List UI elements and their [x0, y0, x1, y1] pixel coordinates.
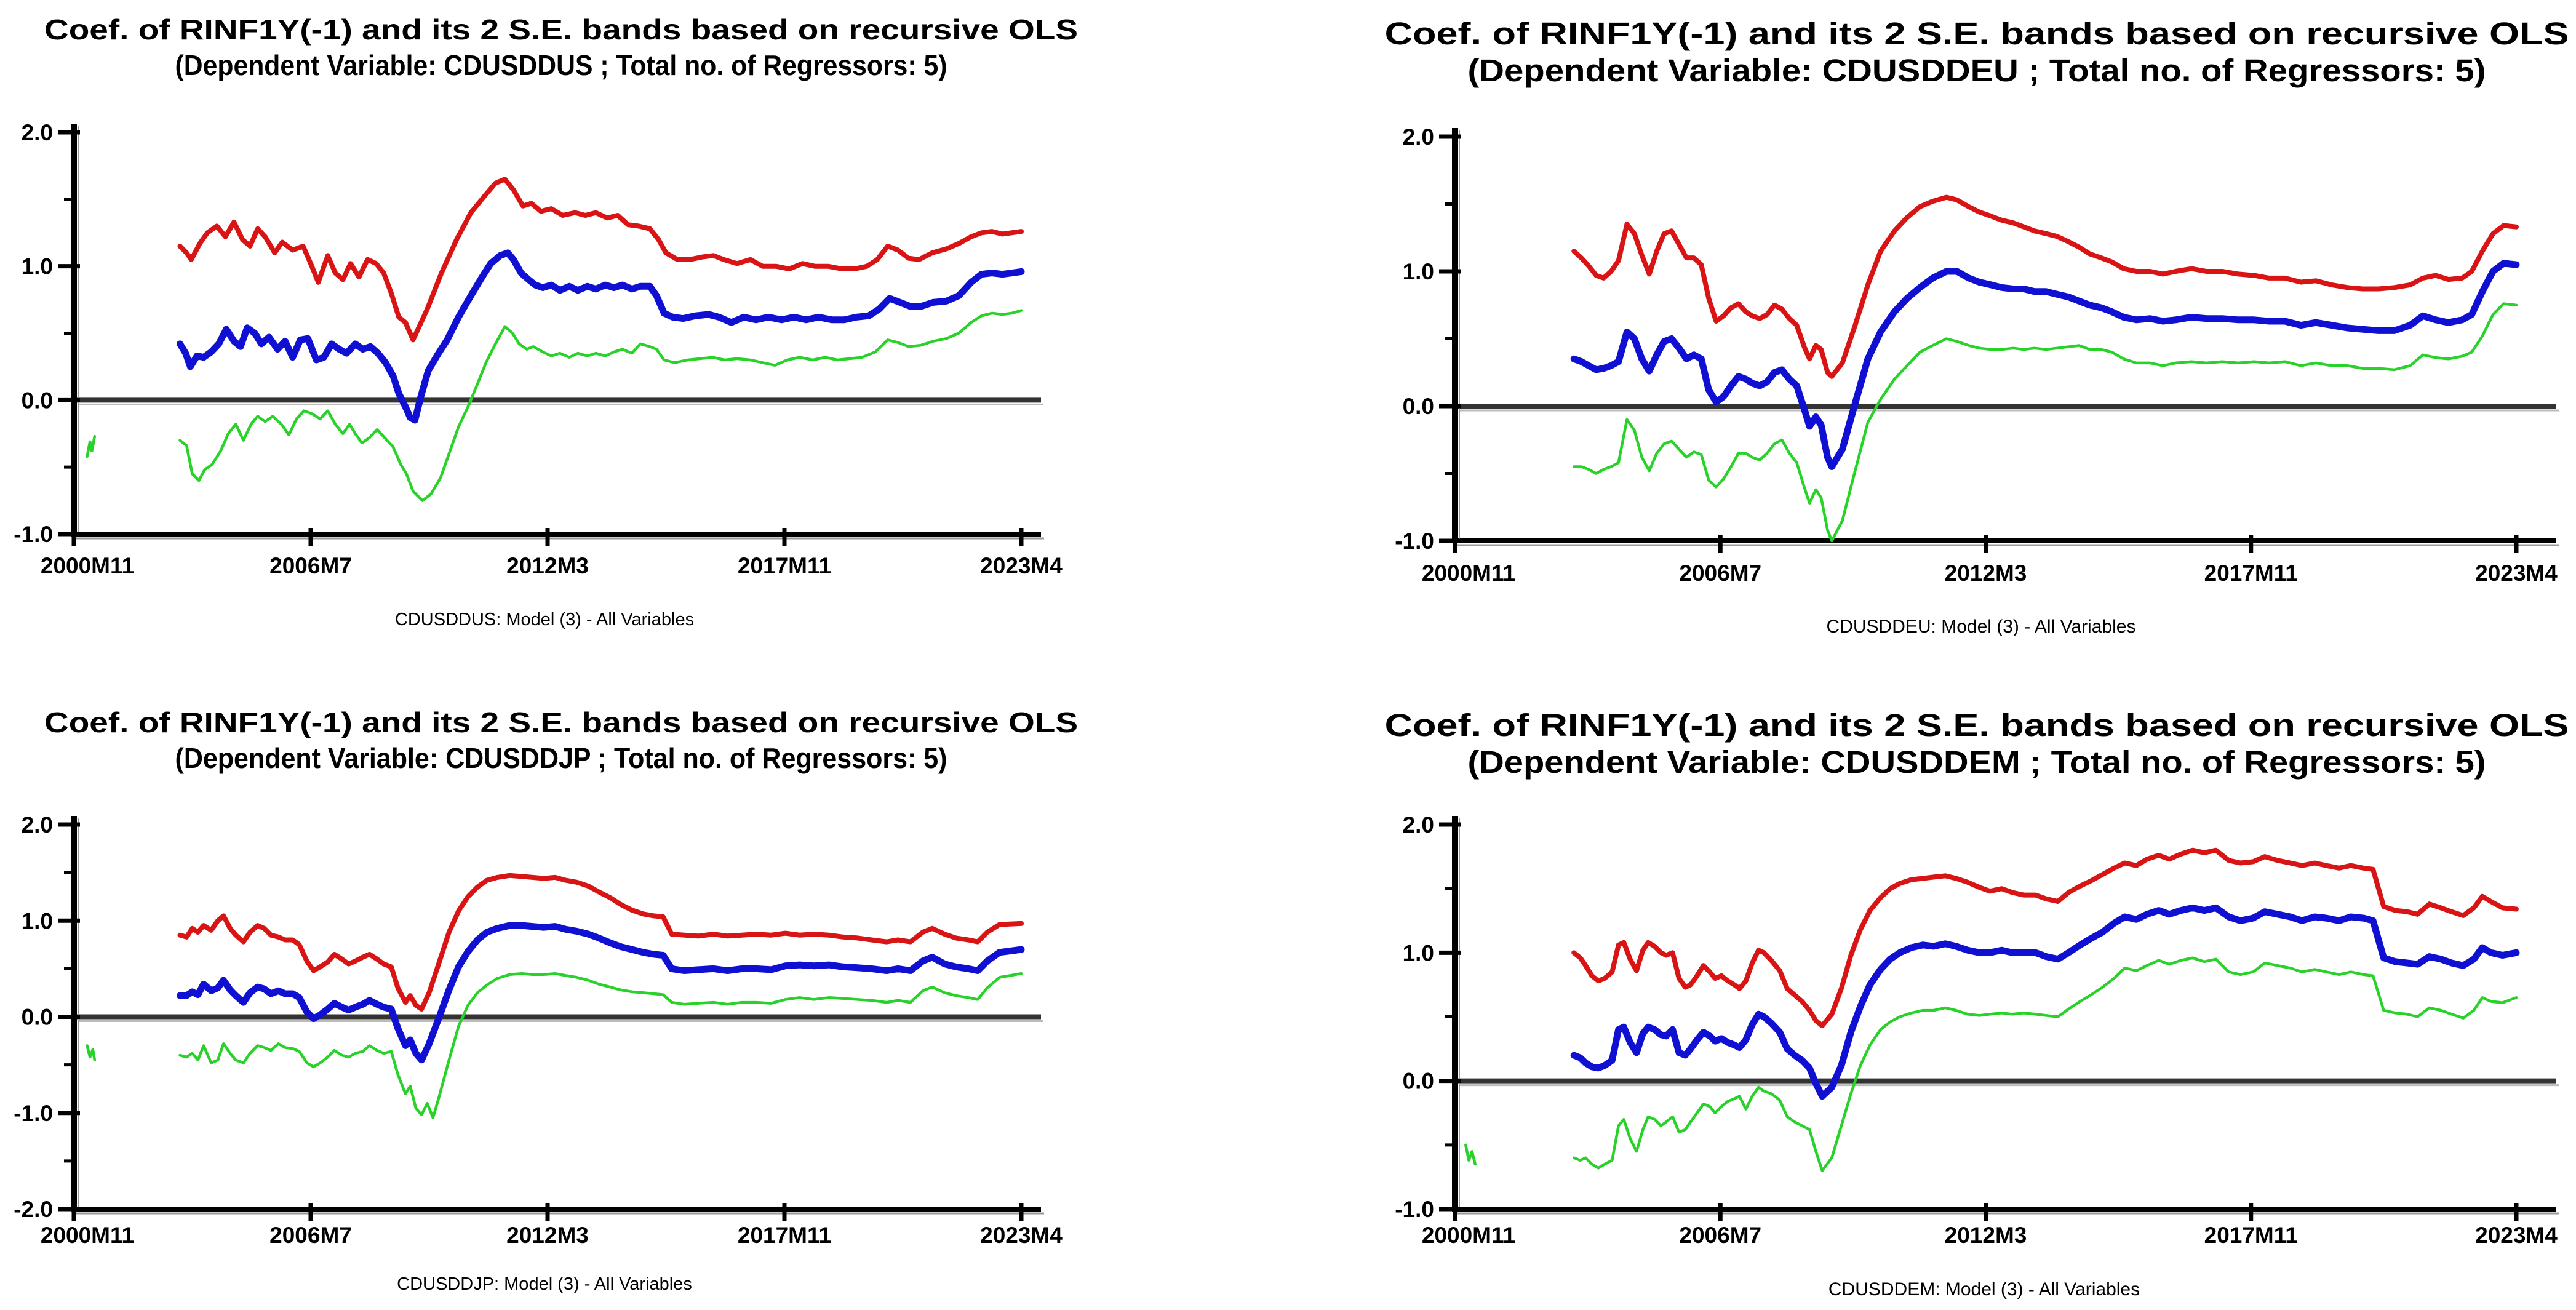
upper_2se_band-line: [1571, 847, 2519, 1029]
y-tick-label: 1.0: [1403, 940, 1434, 965]
x-tick-label: 2023M4: [2475, 1223, 2558, 1248]
y-tick-label: 2.0: [1403, 124, 1434, 150]
chart-title-line2: (Dependent Variable: CDUSDDJP ; Total no…: [175, 742, 947, 774]
y-tick-label: -1.0: [1395, 529, 1434, 554]
lower_2se_band-early-segment-line: [86, 434, 97, 458]
y-tick-label: -1.0: [14, 1101, 53, 1126]
x-tick-label: 2006M7: [269, 553, 352, 578]
lower_2se_band-line: [1572, 302, 2518, 543]
x-tick-label: 2017M11: [738, 1223, 831, 1248]
chart-caption: CDUSDDEM: Model (3) - All Variables: [1828, 1279, 2140, 1300]
chart-caption: CDUSDDJP: Model (3) - All Variables: [397, 1274, 692, 1294]
x-tick-label: 2012M3: [1945, 1223, 2027, 1248]
coefficient-line: [1570, 904, 2520, 1100]
chart-title-line1: Coef. of RINF1Y(-1) and its 2 S.E. bands…: [1385, 16, 2569, 51]
x-tick-label: 2012M3: [506, 1223, 589, 1248]
x-tick-label: 2023M4: [980, 553, 1063, 578]
y-tick-label: 1.0: [1403, 259, 1434, 284]
chart-title-line1: Coef. of RINF1Y(-1) and its 2 S.E. bands…: [44, 14, 1078, 46]
y-tick-label: -1.0: [1395, 1197, 1434, 1222]
x-tick-label: 2023M4: [980, 1223, 1063, 1248]
lower_2se_band-early-segment-line: [1464, 1143, 1477, 1166]
x-tick-label: 2000M11: [1422, 561, 1515, 586]
x-tick-label: 2012M3: [506, 553, 589, 578]
x-tick-label: 2023M4: [2475, 561, 2558, 586]
chart-panel-bottom-left: Coef. of RINF1Y(-1) and its 2 S.E. bands…: [14, 706, 1078, 1294]
chart-panel-top-right: Coef. of RINF1Y(-1) and its 2 S.E. bands…: [1385, 16, 2569, 637]
upper_2se_band-line: [1571, 194, 2519, 379]
upper_2se_band-line: [177, 873, 1024, 1012]
upper_2se_band-line: [177, 177, 1024, 343]
lower_2se_band-line: [178, 972, 1023, 1119]
chart-panel-bottom-right: Coef. of RINF1Y(-1) and its 2 S.E. bands…: [1385, 708, 2569, 1300]
y-tick-label: 0.0: [22, 1005, 53, 1030]
x-tick-label: 2000M11: [1422, 1223, 1515, 1248]
x-tick-label: 2017M11: [738, 553, 831, 578]
y-tick-label: 2.0: [1403, 812, 1434, 837]
coefficient-line: [177, 922, 1025, 1064]
chart-title-line2: (Dependent Variable: CDUSDDEU ; Total no…: [1468, 53, 2486, 88]
y-tick-label: -2.0: [14, 1197, 53, 1222]
lower_2se_band-early-segment-line: [86, 1044, 97, 1062]
x-tick-label: 2006M7: [269, 1223, 352, 1248]
y-tick-label: 0.0: [1403, 1069, 1434, 1094]
chart-title-line2: (Dependent Variable: CDUSDDUS ; Total no…: [175, 49, 947, 81]
y-tick-label: 2.0: [22, 120, 53, 145]
x-tick-label: 2006M7: [1679, 1223, 1761, 1248]
chart-caption: CDUSDDEU: Model (3) - All Variables: [1827, 617, 2136, 637]
lower_2se_band-line: [1572, 956, 2518, 1172]
y-tick-label: 1.0: [22, 254, 53, 279]
y-tick-label: 0.0: [22, 388, 53, 413]
x-tick-label: 2000M11: [41, 1223, 134, 1248]
y-tick-label: -1.0: [14, 522, 53, 547]
x-tick-label: 2017M11: [2204, 561, 2298, 586]
y-tick-label: 0.0: [1403, 394, 1434, 419]
chart-caption: CDUSDDUS: Model (3) - All Variables: [395, 610, 694, 629]
lower_2se_band-line: [178, 309, 1023, 502]
y-tick-label: 1.0: [22, 908, 53, 933]
coefficient-line: [177, 249, 1025, 424]
coefficient-line: [1570, 260, 2520, 470]
chart-title-line2: (Dependent Variable: CDUSDDEM ; Total no…: [1468, 745, 2486, 780]
x-tick-label: 2000M11: [41, 553, 134, 578]
x-tick-label: 2017M11: [2204, 1223, 2298, 1248]
x-tick-label: 2006M7: [1679, 561, 1761, 586]
chart-title-line1: Coef. of RINF1Y(-1) and its 2 S.E. bands…: [1385, 708, 2569, 743]
chart-panel-top-left: Coef. of RINF1Y(-1) and its 2 S.E. bands…: [14, 14, 1078, 629]
y-tick-label: 2.0: [22, 812, 53, 837]
x-tick-label: 2012M3: [1945, 561, 2027, 586]
chart-title-line1: Coef. of RINF1Y(-1) and its 2 S.E. bands…: [44, 706, 1078, 738]
